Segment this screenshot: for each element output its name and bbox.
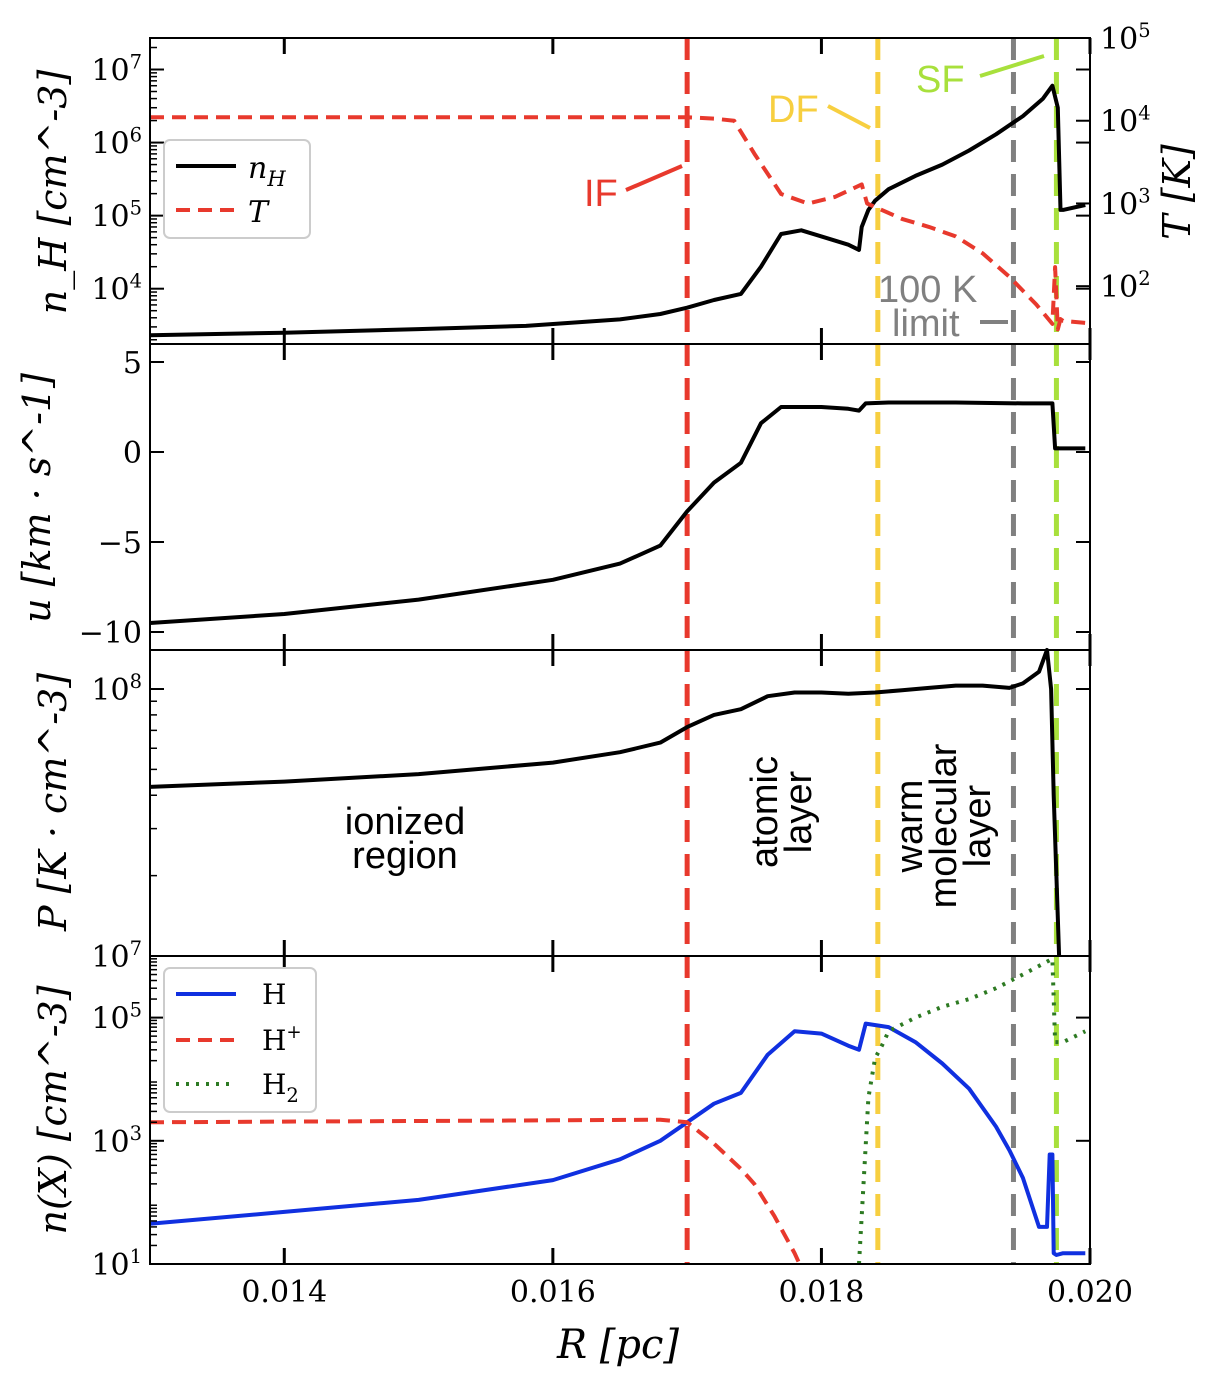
series-velocity-u (150, 400, 1086, 625)
legend-bottom: H H+ H2 (163, 967, 317, 1113)
front-label-if: IF (584, 164, 683, 215)
ytick-label: 103 (91, 1122, 142, 1160)
ytick-label: 107 (91, 51, 142, 89)
region-warm-molecular: warm molecular layer (889, 743, 999, 908)
series-species-h (150, 1117, 802, 1264)
ytick-label: 5 (123, 346, 142, 381)
front-label-100k: 100 K limit (878, 269, 1008, 345)
y2tick-label: 102 (1100, 267, 1151, 305)
svg-text:atomic: atomic (744, 756, 786, 868)
svg-text:warm: warm (889, 780, 931, 874)
legend-h-label: H (262, 978, 286, 1011)
ytick-label: −5 (98, 526, 142, 561)
series-lines (150, 83, 1087, 1264)
legend-t-label: T (248, 195, 270, 230)
panel-frame-velocity (149, 343, 1091, 651)
y-label-nh: n_H [cm^-3] (31, 70, 76, 315)
ytick-label: 104 (91, 270, 142, 308)
y-label-nx: n(X) [cm^-3] (31, 985, 75, 1234)
legend-top: nH T (163, 139, 311, 239)
region-ionized: ionized region (345, 801, 465, 877)
ytick-label: −10 (79, 616, 142, 651)
svg-text:ionized: ionized (345, 801, 465, 843)
svg-text:100 K: 100 K (878, 269, 977, 311)
xtick-label: 0.014 (241, 1275, 327, 1310)
y-label-u: u [km · s^-1] (15, 373, 59, 623)
panel-frame-species (149, 955, 1091, 1265)
axes: 104 105 106 107 102 103 104 105 −10 −5 0 5 107 108 101… (79, 19, 1151, 1310)
series-species-h (150, 1021, 1086, 1257)
y2tick-label: 103 (1100, 184, 1151, 222)
ytick-label: 106 (91, 124, 142, 162)
y2-label-t: T [K] (1155, 144, 1199, 240)
svg-text:limit: limit (892, 303, 960, 345)
series-species-h2 (857, 956, 1087, 1264)
svg-text:DF: DF (768, 89, 819, 131)
front-label-sf: SF (916, 54, 1045, 101)
xtick-label: 0.016 (510, 1275, 596, 1310)
svg-text:IF: IF (584, 173, 618, 215)
ytick-label: 101 (91, 1245, 142, 1283)
series-pressure-p (150, 648, 1062, 957)
svg-text:region: region (352, 835, 458, 877)
svg-text:SF: SF (916, 59, 965, 101)
series-density-temperature-nh (150, 83, 1086, 338)
ytick-label: 105 (91, 197, 142, 235)
y2tick-label: 104 (1100, 102, 1151, 140)
region-atomic: atomic layer (744, 756, 820, 868)
ytick-label: 105 (91, 999, 142, 1037)
y2tick-label: 105 (1100, 19, 1151, 57)
ytick-label: 0 (123, 436, 142, 471)
xtick-label: 0.020 (1047, 1275, 1133, 1310)
svg-text:molecular: molecular (923, 743, 965, 908)
svg-text:layer: layer (957, 784, 999, 867)
ytick-label: 107 (91, 937, 142, 975)
front-label-df: DF (768, 89, 871, 131)
series-density-temperature-t (150, 115, 1086, 332)
svg-text:layer: layer (778, 770, 820, 853)
xtick-label: 0.018 (778, 1275, 864, 1310)
ytick-label: 108 (91, 670, 142, 708)
y-label-p: P [K · cm^-3] (31, 673, 75, 932)
legend-hplus-label: H+ (262, 1022, 302, 1057)
x-label: R [pc] (556, 1322, 679, 1368)
